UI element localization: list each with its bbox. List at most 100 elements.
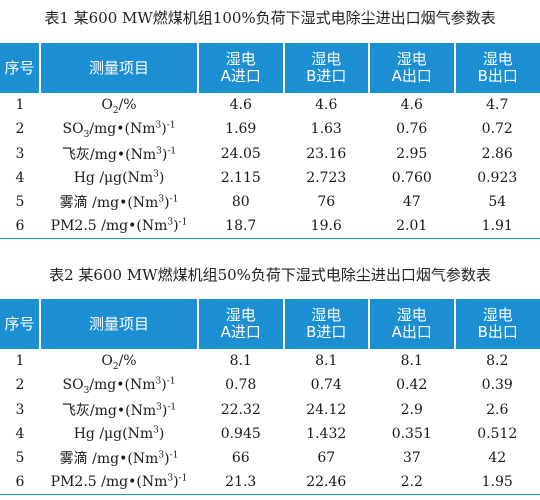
header-seq: 序号 bbox=[4, 58, 35, 77]
item-tail: ) bbox=[164, 195, 170, 212]
item-superscript: 3 bbox=[155, 120, 162, 131]
value-cell: 21.3 bbox=[198, 470, 284, 496]
row-number: 1 bbox=[15, 97, 25, 114]
value-cell: 2.95 bbox=[396, 145, 428, 162]
measurement-item: Hg /μg(Nm3) bbox=[40, 166, 198, 190]
item-tail: ) bbox=[161, 146, 168, 163]
item-unit: /% bbox=[118, 97, 137, 114]
header-item: 测量项目 bbox=[39, 43, 198, 93]
item-text: Hg /μg(Nm bbox=[73, 426, 154, 443]
value-cell: 19.6 bbox=[283, 214, 369, 240]
measurement-item: Hg /μg(Nm3) bbox=[40, 422, 198, 446]
table-header-row: 序号 测量项目 湿电 A进口 湿电 B进口 湿电 A出口 湿电 B出口 bbox=[0, 299, 540, 349]
value-cell: 22.46 bbox=[283, 470, 369, 496]
value-cell: 0.76 bbox=[396, 121, 428, 138]
value-cell: 2.723 bbox=[306, 170, 347, 187]
measurement-item: 雾滴 /mg•(Nm3)-1 bbox=[40, 190, 198, 214]
item-superscript: 3 bbox=[167, 217, 174, 228]
row-number: 1 bbox=[15, 353, 25, 370]
item-exponent: -1 bbox=[167, 146, 177, 157]
parameter-table-50-load: 序号 测量项目 湿电 A进口 湿电 B进口 湿电 A出口 湿电 B出口 1 O2/% 8.1… bbox=[0, 299, 540, 496]
item-tail: ) bbox=[161, 402, 168, 419]
value-cell: 2.2 bbox=[369, 470, 455, 496]
row-number: 2 bbox=[15, 377, 25, 394]
value-cell: 76 bbox=[317, 194, 336, 211]
item-tail: ) bbox=[173, 474, 179, 491]
table-row: 5 雾滴 /mg•(Nm3)-1 80 76 47 54 bbox=[0, 190, 540, 214]
value-cell: 1.91 bbox=[454, 214, 540, 240]
row-number: 3 bbox=[15, 145, 25, 162]
item-superscript: 3 bbox=[155, 376, 162, 387]
table-row: 1 O2/% 4.6 4.6 4.6 4.7 bbox=[0, 93, 540, 117]
header-col-a-outlet: 湿电 A出口 bbox=[368, 299, 455, 349]
value-cell: 37 bbox=[402, 450, 421, 467]
table-row: 2 SO3/mg•(Nm3)-1 0.78 0.74 0.42 0.39 bbox=[0, 373, 540, 397]
item-unit: /mg•(Nm bbox=[89, 121, 156, 138]
item-subscript: 2 bbox=[112, 361, 119, 372]
table-row: 4 Hg /μg(Nm3) 0.945 1.432 0.351 0.512 bbox=[0, 422, 540, 446]
item-superscript: 3 bbox=[156, 146, 162, 157]
item-tail: ) bbox=[164, 451, 170, 468]
item-exponent: -1 bbox=[166, 376, 176, 387]
item-superscript: 3 bbox=[158, 194, 165, 205]
value-cell: 0.42 bbox=[396, 377, 428, 394]
item-text: 飞灰/mg•(Nm bbox=[61, 146, 157, 163]
item-exponent: -1 bbox=[169, 194, 179, 205]
measurement-item: 飞灰/mg•(Nm3)-1 bbox=[40, 398, 198, 422]
header-item: 测量项目 bbox=[39, 299, 198, 349]
value-cell: 2.9 bbox=[400, 401, 423, 418]
item-exponent: -1 bbox=[178, 473, 188, 484]
item-text: 雾滴 /mg•(Nm bbox=[59, 195, 159, 212]
value-cell: 0.512 bbox=[477, 426, 518, 443]
header-col-a-inlet: 湿电 A进口 bbox=[197, 299, 284, 349]
value-cell: 22.32 bbox=[220, 401, 261, 418]
value-cell: 0.923 bbox=[477, 170, 518, 187]
table-row: 5 雾滴 /mg•(Nm3)-1 66 67 37 42 bbox=[0, 446, 540, 470]
row-number: 2 bbox=[15, 121, 25, 138]
value-cell: 0.74 bbox=[310, 377, 342, 394]
table-header-row: 序号 测量项目 湿电 A进口 湿电 B进口 湿电 A出口 湿电 B出口 bbox=[0, 43, 540, 93]
item-subscript: 3 bbox=[83, 386, 90, 397]
item-unit: /mg•(Nm bbox=[89, 377, 156, 394]
value-cell: 24.12 bbox=[306, 401, 347, 418]
row-number: 5 bbox=[15, 194, 25, 211]
value-cell: 4.7 bbox=[486, 97, 509, 114]
table-row: 2 SO3/mg•(Nm3)-1 1.69 1.63 0.76 0.72 bbox=[0, 117, 540, 141]
measurement-item: O2/% bbox=[40, 93, 198, 117]
header-col-b-inlet: 湿电 B进口 bbox=[282, 43, 369, 93]
table-row: 6 PM2.5 /mg•(Nm3)-1 18.7 19.6 2.01 1.91 bbox=[0, 214, 540, 240]
measurement-item: PM2.5 /mg•(Nm3)-1 bbox=[40, 214, 198, 240]
item-superscript: 3 bbox=[153, 425, 159, 436]
item-exponent: -1 bbox=[169, 450, 179, 461]
measurement-item: PM2.5 /mg•(Nm3)-1 bbox=[40, 470, 198, 496]
item-exponent: -1 bbox=[166, 120, 176, 131]
value-cell: 47 bbox=[402, 194, 421, 211]
table-row: 3 飞灰/mg•(Nm3)-1 24.05 23.16 2.95 2.86 bbox=[0, 142, 540, 166]
item-superscript: 3 bbox=[156, 402, 162, 413]
item-subscript: 2 bbox=[112, 105, 119, 116]
item-text: Hg /μg(Nm bbox=[73, 170, 154, 187]
row-number: 6 bbox=[0, 470, 40, 496]
item-superscript: 3 bbox=[158, 450, 165, 461]
value-cell: 80 bbox=[231, 194, 250, 211]
table-row: 1 O2/% 8.1 8.1 8.1 8.2 bbox=[0, 349, 540, 373]
row-number: 4 bbox=[15, 426, 25, 443]
value-cell: 18.7 bbox=[198, 214, 284, 240]
measurement-item: SO3/mg•(Nm3)-1 bbox=[40, 117, 198, 141]
item-tail: ) bbox=[161, 377, 167, 394]
item-exponent: -1 bbox=[178, 217, 188, 228]
value-cell: 0.351 bbox=[391, 426, 432, 443]
table1-caption: 表1 某600 MW燃煤机组100%负荷下湿式电除尘进出口烟气参数表 bbox=[44, 9, 496, 27]
value-cell: 4.6 bbox=[315, 97, 338, 114]
table2-body: 1 O2/% 8.1 8.1 8.1 8.2 2 SO3/mg•(Nm3)-1 0.78 0.74… bbox=[0, 349, 540, 496]
value-cell: 1.69 bbox=[225, 121, 257, 138]
row-number: 6 bbox=[0, 214, 40, 240]
table-row: 4 Hg /μg(Nm3) 2.115 2.723 0.760 0.923 bbox=[0, 166, 540, 190]
value-cell: 1.432 bbox=[306, 426, 347, 443]
value-cell: 1.95 bbox=[454, 470, 540, 496]
value-cell: 4.6 bbox=[229, 97, 252, 114]
item-subscript: 3 bbox=[83, 130, 90, 141]
item-superscript: 3 bbox=[167, 473, 174, 484]
value-cell: 66 bbox=[231, 450, 250, 467]
value-cell: 8.1 bbox=[400, 353, 423, 370]
